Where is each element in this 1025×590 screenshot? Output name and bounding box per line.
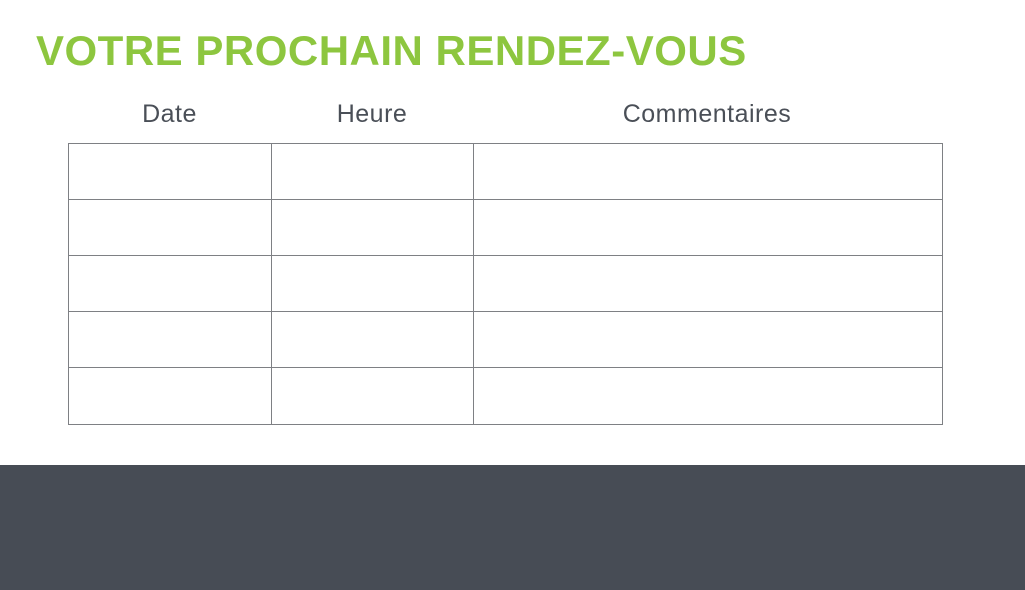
table-cell-commentaires bbox=[474, 256, 942, 311]
table-column-headers: Date Heure Commentaires bbox=[68, 100, 941, 129]
table-cell-date bbox=[69, 256, 272, 311]
table-cell-heure bbox=[272, 256, 474, 311]
table-row bbox=[69, 312, 942, 368]
table-cell-commentaires bbox=[474, 312, 942, 367]
table-cell-date bbox=[69, 200, 272, 255]
table-cell-date bbox=[69, 312, 272, 367]
table-cell-heure bbox=[272, 200, 474, 255]
table-row bbox=[69, 144, 942, 200]
table-cell-heure bbox=[272, 144, 474, 199]
table-cell-date bbox=[69, 368, 272, 424]
column-header-commentaires: Commentaires bbox=[622, 100, 792, 128]
table-cell-date bbox=[69, 144, 272, 199]
table-row bbox=[69, 368, 942, 424]
table-row bbox=[69, 200, 942, 256]
table-cell-commentaires bbox=[474, 200, 942, 255]
page-title: VOTRE PROCHAIN RENDEZ-VOUS bbox=[36, 27, 747, 74]
column-header-heure: Heure bbox=[336, 100, 408, 128]
footer-band bbox=[0, 465, 1025, 590]
column-header-date: Date bbox=[142, 100, 197, 128]
table-cell-heure bbox=[272, 312, 474, 367]
table-cell-commentaires bbox=[474, 368, 942, 424]
table-cell-commentaires bbox=[474, 144, 942, 199]
appointments-table bbox=[68, 143, 943, 425]
table-cell-heure bbox=[272, 368, 474, 424]
table-row bbox=[69, 256, 942, 312]
